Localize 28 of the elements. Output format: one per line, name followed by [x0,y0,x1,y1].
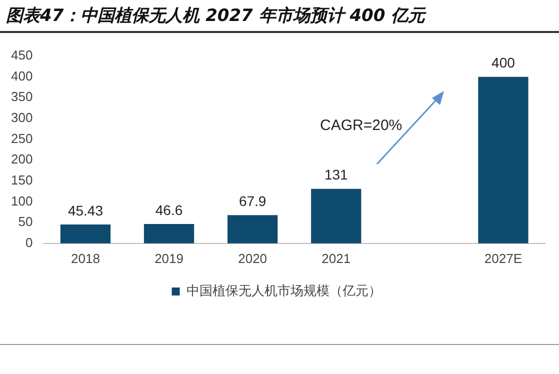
data-label: 46.6 [155,202,183,218]
y-tick-label: 250 [10,130,33,146]
data-label: 67.9 [238,192,266,209]
data-label: 400 [492,54,516,71]
x-tick-label: 2020 [238,250,268,266]
annotation: CAGR=20% [320,117,402,134]
bar [311,188,362,244]
y-tick-label: 300 [10,110,33,126]
y-tick-label: 150 [10,172,33,188]
x-tick-label: 2018 [71,250,100,266]
bar [144,224,194,244]
y-tick-label: 100 [10,193,33,208]
x-tick-label: 2027E [484,250,522,266]
bar [478,76,528,244]
data-label: 131 [324,166,348,183]
chart-title: 图表47：中国植保无人机 2027 年市场预计 400 亿元 [6,5,426,27]
x-tick-label: 2021 [322,250,351,266]
data-label: 45.43 [68,202,104,218]
y-tick-label: 400 [10,68,33,84]
y-tick-label: 350 [10,89,33,104]
y-tick-label: 0 [25,234,33,250]
y-tick-label: 50 [18,214,33,230]
y-tick-label: 450 [10,48,33,63]
x-tick-label: 2019 [154,250,184,266]
bar [228,215,278,244]
bar [60,224,111,244]
y-tick-label: 200 [10,152,33,167]
legend-label: 中国植保无人机市场规模（亿元） [186,284,382,299]
